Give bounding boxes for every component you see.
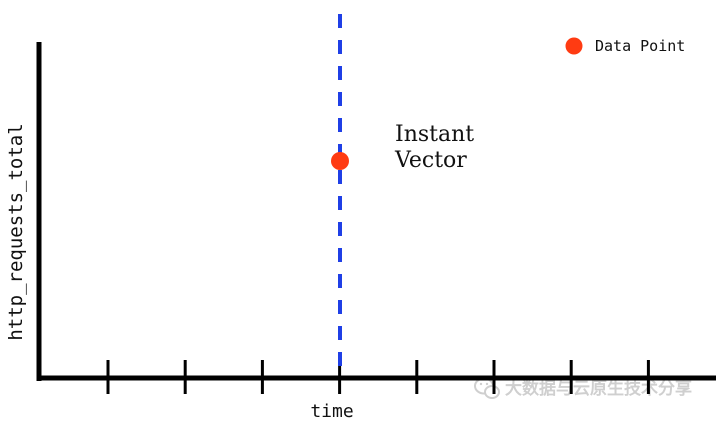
watermark-text: 大数据与云原生技术分享 <box>505 378 692 399</box>
watermark: 大数据与云原生技术分享 <box>474 377 692 399</box>
annotation-line-2: Vector <box>394 148 467 173</box>
data-point-marker <box>331 152 349 170</box>
legend-marker <box>565 37 583 55</box>
annotation-line-1: Instant <box>395 122 474 147</box>
legend: Data Point <box>565 37 685 55</box>
legend-label: Data Point <box>595 37 685 55</box>
x-axis-label: time <box>310 401 353 422</box>
y-axis-label: http_requests_total <box>5 123 27 340</box>
